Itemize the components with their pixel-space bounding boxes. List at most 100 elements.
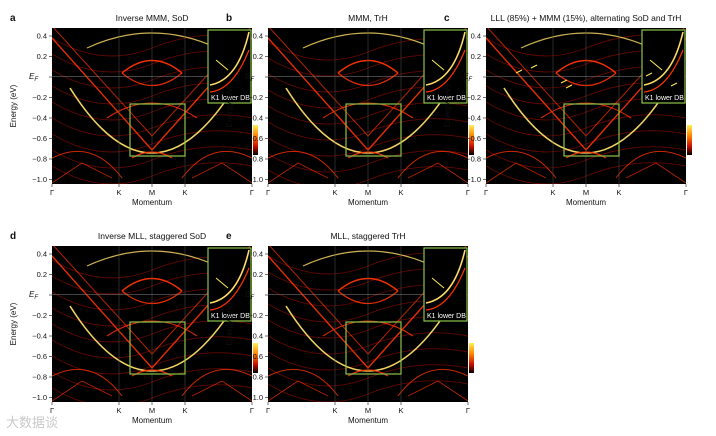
panel-letter: e [226, 231, 232, 242]
x-tick-label: Γ [684, 188, 688, 197]
x-tick-label: Γ [466, 406, 470, 415]
y-tick-label: −0.4 [248, 114, 263, 123]
x-tick-label: M [583, 188, 589, 197]
y-tick-label: −0.2 [248, 93, 263, 102]
panel-e: K1 lower DB 0.4 0.2 −0.2 −0.4 −0.6 −0.8 −1.0 EF Γ… [225, 231, 474, 425]
x-tick-label: K [332, 188, 337, 197]
band-line [181, 368, 252, 397]
band-line [486, 150, 557, 179]
y-tick-label: −1.0 [466, 175, 481, 184]
inset: K1 lower DB [423, 29, 468, 104]
inset-band [643, 49, 684, 93]
arrow-icon [649, 59, 663, 71]
arrow-icon [670, 82, 678, 87]
arrow-icon [515, 69, 523, 74]
y-tick-label: −0.6 [248, 352, 263, 361]
x-tick-label: K [616, 188, 621, 197]
band-line [191, 162, 252, 184]
panel-c: K1 lower DB 0.4 0.2 −0.2 −0.4 −0.6 −0.8 −1.0 EF Γ… [443, 13, 692, 207]
y-tick-label: −0.2 [248, 311, 263, 320]
inset: K1 lower DB [207, 247, 252, 322]
y-axis-label: Energy (eV) [225, 302, 234, 345]
band-line [615, 150, 686, 179]
zoom-box [345, 103, 402, 157]
y-tick-label: 0.4 [471, 32, 481, 41]
y-tick-label: 0.2 [37, 52, 47, 61]
band-line [52, 150, 123, 179]
band-line [407, 380, 468, 402]
colorbar [253, 125, 258, 155]
y-tick-label: −0.4 [466, 114, 481, 123]
zoom-box [129, 103, 186, 157]
band-line [268, 162, 329, 184]
inset-label: K1 lower DB [427, 95, 466, 102]
panel-title: LLL (85%) + MMM (15%), alternating SoD a… [491, 13, 682, 23]
y-tick-label: 0.4 [37, 250, 47, 259]
x-tick-label: M [149, 406, 155, 415]
y-tick-label: −1.0 [248, 175, 263, 184]
y-tick-label: −0.6 [32, 134, 47, 143]
zoom-box [129, 321, 186, 375]
x-tick-label: K [398, 406, 403, 415]
x-tick-label: Γ [250, 188, 254, 197]
fermi-label: EF [245, 290, 254, 301]
band-line [268, 368, 339, 397]
x-tick-label: Γ [266, 188, 270, 197]
panel-letter: c [444, 13, 450, 24]
x-tick-label: Γ [484, 188, 488, 197]
colorbar [469, 125, 474, 155]
y-tick-label: −0.8 [248, 155, 263, 164]
y-tick-label: 0.4 [37, 32, 47, 41]
zoom-box [345, 321, 402, 375]
inset-frame [641, 29, 686, 104]
inset-label: K1 lower DB [211, 313, 250, 320]
panel-title: Inverse MMM, SoD [116, 13, 189, 23]
y-tick-label: −0.4 [32, 332, 47, 341]
band-line [52, 380, 113, 402]
x-tick-label: M [365, 188, 371, 197]
inset-band [209, 267, 250, 311]
panel-title: Inverse MLL, staggered SoD [98, 231, 206, 241]
panel-a: K1 lower DB 0.4 0.2 −0.2 −0.4 −0.6 −0.8 −1.0 EF Γ… [9, 13, 258, 207]
y-tick-label: −0.4 [248, 332, 263, 341]
arrow-icon [530, 64, 538, 69]
inset-band [209, 31, 250, 86]
inset-band [209, 249, 250, 304]
inset-frame [423, 247, 468, 322]
y-tick-label: −1.0 [32, 393, 47, 402]
band-line [268, 380, 329, 402]
colorbar [469, 343, 474, 373]
x-tick-label: K [550, 188, 555, 197]
x-tick-label: M [149, 188, 155, 197]
fermi-label: EF [463, 72, 472, 83]
inset: K1 lower DB [423, 247, 468, 322]
arrow-icon [215, 277, 229, 289]
x-axis-label: Momentum [566, 198, 606, 207]
panel-title: MMM, TrH [348, 13, 388, 23]
y-tick-label: 0.2 [253, 52, 263, 61]
arrow-icon [431, 59, 445, 71]
panel-letter: b [226, 13, 232, 24]
y-tick-label: −0.6 [248, 134, 263, 143]
x-tick-label: Γ [266, 406, 270, 415]
inset-band [209, 49, 250, 93]
y-tick-label: −0.2 [466, 93, 481, 102]
inset-band [425, 31, 466, 86]
y-tick-label: 0.2 [471, 52, 481, 61]
arrow-icon [565, 84, 573, 89]
x-axis-label: Momentum [132, 198, 172, 207]
arrow-icon [215, 59, 229, 71]
x-axis-label: Momentum [348, 416, 388, 425]
colorbar [253, 343, 258, 373]
fermi-label: EF [29, 72, 38, 83]
y-axis-label: Energy (eV) [9, 84, 18, 127]
y-tick-label: −0.8 [248, 373, 263, 382]
y-tick-label: −0.8 [32, 373, 47, 382]
band-line [407, 162, 468, 184]
panel-b: K1 lower DB 0.4 0.2 −0.2 −0.4 −0.6 −0.8 −1.0 EF Γ… [225, 13, 474, 207]
inset-band [425, 267, 466, 311]
y-tick-label: −0.4 [32, 114, 47, 123]
watermark: 大数据谈 [6, 415, 59, 430]
y-tick-label: −0.8 [32, 155, 47, 164]
x-axis-label: Momentum [132, 416, 172, 425]
